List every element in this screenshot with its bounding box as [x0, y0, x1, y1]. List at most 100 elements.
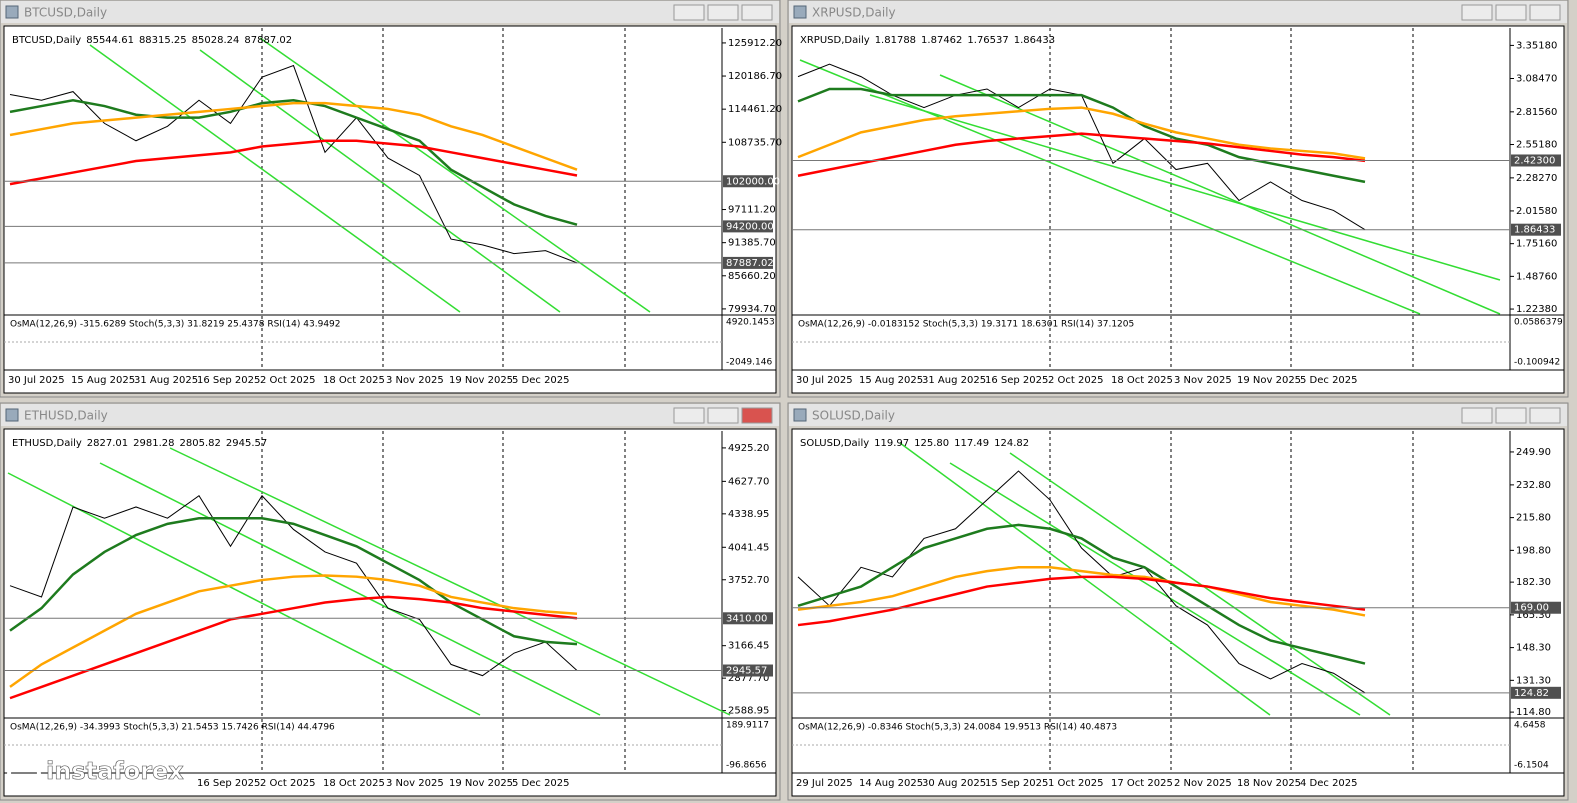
level-label: 102000.00	[726, 176, 780, 187]
symbol: XRPUSD,Daily	[800, 35, 870, 46]
close-button[interactable]	[1529, 4, 1561, 21]
close-button[interactable]	[741, 4, 773, 21]
indicator-text: OsMA(12,26,9) -34.3993 Stoch(5,3,3) 21.5…	[10, 723, 335, 733]
trend-line	[799, 59, 1421, 315]
y-tick-label: 2.28270	[1516, 173, 1557, 184]
x-tick-label: 18 Nov 2025	[1237, 778, 1301, 789]
x-tick-label: 31 Aug 2025	[922, 375, 986, 386]
ohlc-value: 125.80	[914, 438, 949, 449]
chart-header: ETHUSD,Daily 2827.01 2981.28 2805.82 2945.57	[12, 438, 267, 449]
x-tick-label: 16 Sep 2025	[197, 375, 260, 386]
x-tick-label: 5 Dec 2025	[512, 778, 570, 789]
logo	[7, 757, 41, 791]
moving-average	[797, 575, 1366, 627]
level-box	[723, 612, 773, 625]
x-tick-label: 19 Nov 2025	[449, 375, 513, 386]
x-tick-label: 31 Aug 2025	[134, 375, 198, 386]
x-tick-label: 14 Aug 2025	[859, 778, 923, 789]
level-box	[723, 175, 773, 188]
maximize-button[interactable]	[1495, 407, 1527, 424]
y-tick-label: 85660.20	[728, 271, 776, 282]
moving-average	[797, 132, 1366, 177]
title-bar	[1, 404, 779, 426]
trend-line	[899, 442, 1271, 716]
window-title: XRPUSD,Daily	[812, 6, 896, 20]
ohlc-value: 1.86433	[1014, 35, 1055, 46]
y-tick-label: 114.80	[1516, 707, 1551, 718]
y-tick-label: 2.01580	[1516, 206, 1557, 217]
chart-window: BTCUSD,Daily 125912.20 120186.70 114461.20 1…	[0, 0, 782, 398]
y-tick-label: 232.80	[1516, 480, 1551, 491]
trend-line	[259, 37, 651, 313]
ohlc-value: 87887.02	[244, 35, 292, 46]
indicator-max: 4920.1453	[726, 318, 775, 328]
indicator-min: -6.1504	[1514, 761, 1549, 771]
y-tick-label: 4627.70	[728, 476, 769, 487]
symbol: ETHUSD,Daily	[12, 438, 82, 449]
moving-average	[9, 595, 578, 700]
x-tick-label: 19 Nov 2025	[449, 778, 513, 789]
trend-line	[89, 44, 461, 313]
x-tick-label: 15 Aug 2025	[859, 375, 923, 386]
window-icon	[793, 5, 807, 19]
minimize-button[interactable]	[1461, 407, 1493, 424]
chart-area	[3, 428, 777, 797]
maximize-button[interactable]	[707, 4, 739, 21]
indicator-min: -96.8656	[726, 761, 767, 771]
chart-header: XRPUSD,Daily 1.81788 1.87462 1.76537 1.86433	[800, 35, 1055, 46]
level-label: 124.82	[1514, 688, 1549, 699]
ohlc-value: 2945.57	[226, 438, 267, 449]
x-tick-label: 15 Sep 2025	[985, 778, 1048, 789]
title-bar	[1, 1, 779, 23]
chart-window: SOLUSD,Daily 249.90 232.80 215.80 198.80 182.…	[787, 402, 1569, 801]
indicator-text: OsMA(12,26,9) -315.6289 Stoch(5,3,3) 31.…	[10, 320, 341, 330]
x-tick-label: 30 Aug 2025	[922, 778, 986, 789]
y-tick-label: 2877.70	[728, 673, 769, 684]
moving-average	[9, 98, 578, 226]
level-label: 94200.00	[726, 221, 774, 232]
window-title: BTCUSD,Daily	[24, 6, 107, 20]
level-label: 2.42300	[1514, 155, 1555, 166]
indicator-min: -2049.146	[726, 358, 772, 368]
maximize-button[interactable]	[1495, 4, 1527, 21]
close-button[interactable]	[741, 407, 773, 424]
minimize-button[interactable]	[673, 407, 705, 424]
indicator-min: -0.100942	[1514, 358, 1560, 368]
x-tick-label: 18 Oct 2025	[323, 778, 385, 789]
y-tick-label: 120186.70	[728, 71, 782, 82]
y-tick-label: 3.35180	[1516, 40, 1557, 51]
indicator-text: OsMA(12,26,9) -0.8346 Stoch(5,3,3) 24.00…	[798, 723, 1117, 733]
close-button[interactable]	[1529, 407, 1561, 424]
level-box	[723, 664, 773, 677]
y-tick-label: 3752.70	[728, 575, 769, 586]
price-line	[797, 470, 1366, 694]
level-box	[723, 220, 773, 233]
trend-line	[939, 74, 1501, 315]
level-label: 1.86433	[1514, 225, 1555, 236]
level-box	[1511, 601, 1561, 614]
y-tick-label: 182.30	[1516, 577, 1551, 588]
x-tick-label: 18 Oct 2025	[323, 375, 385, 386]
x-tick-label: 16 Sep 2025	[197, 778, 260, 789]
ohlc-value: 1.76537	[967, 35, 1008, 46]
indicator-text: OsMA(12,26,9) -0.0183152 Stoch(5,3,3) 19…	[798, 320, 1134, 330]
y-tick-label: 2.55180	[1516, 140, 1557, 151]
y-tick-label: 249.90	[1516, 447, 1551, 458]
minimize-button[interactable]	[673, 4, 705, 21]
y-tick-label: 198.80	[1516, 545, 1551, 556]
title-bar	[789, 1, 1567, 23]
window-title: ETHUSD,Daily	[24, 409, 108, 423]
trend-line	[949, 462, 1361, 716]
x-tick-label: 16 Sep 2025	[985, 375, 1048, 386]
y-tick-label: 131.30	[1516, 675, 1551, 686]
moving-average	[9, 139, 578, 186]
minimize-button[interactable]	[1461, 4, 1493, 21]
ohlc-value: 119.97	[874, 438, 909, 449]
chart-window: ETHUSD,Daily 4925.20 4627.70 4338.95 4041.45…	[0, 402, 781, 801]
maximize-button[interactable]	[707, 407, 739, 424]
x-tick-label: 3 Nov 2025	[1174, 375, 1232, 386]
level-label: 2945.57	[726, 666, 767, 677]
x-tick-label: 2 Oct 2025	[260, 778, 315, 789]
title-bar	[789, 404, 1567, 426]
x-tick-label: 30 Jul 2025	[8, 375, 65, 386]
